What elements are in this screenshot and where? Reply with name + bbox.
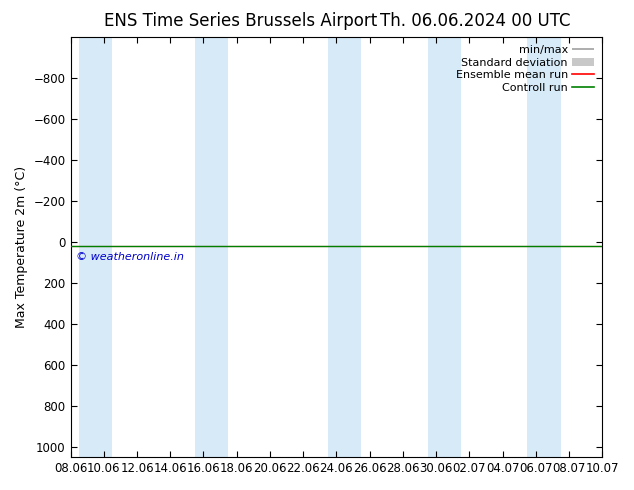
- Bar: [328, 37, 361, 457]
- Bar: [527, 37, 560, 457]
- Bar: [195, 37, 228, 457]
- Text: © weatheronline.in: © weatheronline.in: [76, 252, 184, 262]
- Bar: [428, 37, 461, 457]
- Bar: [627, 37, 634, 457]
- Text: Th. 06.06.2024 00 UTC: Th. 06.06.2024 00 UTC: [380, 12, 571, 30]
- Bar: [79, 37, 112, 457]
- Y-axis label: Max Temperature 2m (°C): Max Temperature 2m (°C): [15, 166, 28, 328]
- Legend: min/max, Standard deviation, Ensemble mean run, Controll run: min/max, Standard deviation, Ensemble me…: [453, 43, 597, 96]
- Text: ENS Time Series Brussels Airport: ENS Time Series Brussels Airport: [105, 12, 377, 30]
